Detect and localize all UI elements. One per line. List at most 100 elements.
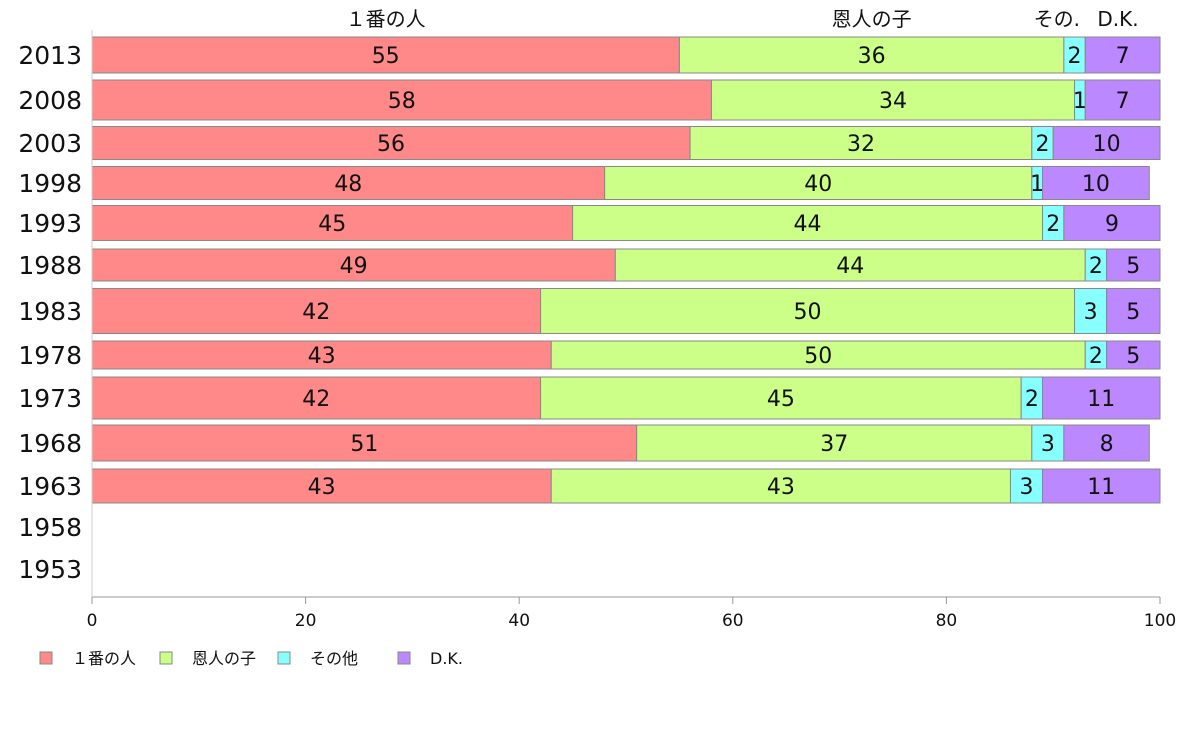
data-label-1968-series-1: 51	[350, 432, 378, 457]
bar-1973-series-1	[91, 376, 542, 420]
year-label-1993: 1993	[18, 209, 82, 238]
legend: １番の人 恩人の子 その他 D.K.	[39, 649, 463, 668]
column-header-4: D.K.	[1097, 7, 1138, 31]
column-header-3: その.	[1034, 7, 1080, 31]
legend-swatch-4	[397, 651, 411, 665]
data-label-2008-series-3: 1	[1073, 89, 1087, 114]
x-tick-label-20: 20	[295, 611, 317, 631]
year-label-1968: 1968	[18, 429, 82, 458]
x-tick-label-0: 0	[87, 611, 98, 631]
bar-2008-series-4	[1084, 79, 1161, 121]
bar-2008-series-1	[91, 79, 712, 121]
data-label-2003-series-2: 32	[847, 132, 875, 157]
x-axis: 0 20 40 60 80 100	[87, 30, 1176, 631]
year-label-1953: 1953	[18, 555, 82, 584]
bar-1988-series-4	[1106, 248, 1161, 282]
data-label-1963-series-1: 43	[308, 475, 336, 500]
year-label-1958: 1958	[18, 513, 82, 542]
x-tick-label-40: 40	[508, 611, 530, 631]
data-label-1993-series-3: 2	[1046, 212, 1060, 237]
year-label-1998: 1998	[18, 169, 82, 198]
bar-1983-series-4	[1106, 288, 1161, 334]
data-label-2003-series-3: 2	[1036, 132, 1050, 157]
data-label-1983-series-4: 5	[1126, 300, 1140, 325]
column-header-2: 恩人の子	[832, 7, 912, 31]
legend-label-4: D.K.	[430, 649, 463, 668]
year-labels: 2013 2008 2003 1998 1993 1988 1983 1978 1973 1968…	[18, 41, 82, 584]
bar-1963-series-4	[1042, 468, 1161, 504]
data-label-2003-series-4: 10	[1093, 132, 1121, 157]
data-label-1988-series-3: 2	[1089, 254, 1103, 279]
data-label-1998-series-2: 40	[804, 172, 832, 197]
year-label-2013: 2013	[18, 41, 82, 70]
bar-2003-series-1	[91, 126, 691, 160]
column-header-1: １番の人	[346, 7, 426, 31]
legend-swatch-2	[159, 651, 173, 665]
bar-2013-series-1	[91, 36, 680, 74]
data-label-1973-series-4: 11	[1087, 387, 1115, 412]
data-label-2008-series-4: 7	[1116, 89, 1130, 114]
data-label-2013-series-3: 2	[1068, 44, 1082, 69]
legend-swatch-1	[39, 651, 53, 665]
legend-label-1: １番の人	[72, 649, 136, 668]
year-label-1988: 1988	[18, 251, 82, 280]
data-label-1978-series-1: 43	[308, 344, 336, 369]
bar-2003-series-2	[689, 126, 1033, 160]
data-label-2013-series-2: 36	[858, 44, 886, 69]
data-label-1993-series-2: 44	[794, 212, 822, 237]
bar-1983-series-1	[91, 288, 542, 334]
data-label-2013-series-1: 55	[372, 44, 400, 69]
data-label-1988-series-1: 49	[340, 254, 368, 279]
bar-1988-series-2	[614, 248, 1086, 282]
bar-1963-series-2	[550, 468, 1011, 504]
data-label-1983-series-2: 50	[794, 300, 822, 325]
bar-1978-series-2	[550, 340, 1086, 370]
data-label-1978-series-3: 2	[1089, 344, 1103, 369]
data-label-1998-series-4: 10	[1082, 172, 1110, 197]
data-label-1963-series-3: 3	[1020, 475, 1034, 500]
x-tick-label-80: 80	[936, 611, 958, 631]
data-label-1988-series-2: 44	[836, 254, 864, 279]
data-label-1973-series-1: 42	[302, 387, 330, 412]
data-label-2003-series-1: 56	[377, 132, 405, 157]
data-label-2008-series-1: 58	[388, 89, 416, 114]
data-label-1963-series-4: 11	[1087, 475, 1115, 500]
x-tick-label-60: 60	[722, 611, 744, 631]
x-tick-label-100: 100	[1144, 611, 1176, 631]
bar-1968-series-2	[636, 424, 1033, 462]
data-label-1973-series-2: 45	[767, 387, 795, 412]
bar-2008-series-2	[710, 79, 1076, 121]
data-label-1983-series-1: 42	[302, 300, 330, 325]
data-label-2013-series-4: 7	[1116, 44, 1130, 69]
bar-1993-series-4	[1063, 205, 1161, 241]
data-label-1973-series-3: 2	[1025, 387, 1039, 412]
data-label-2008-series-2: 34	[879, 89, 907, 114]
year-label-1973: 1973	[18, 384, 82, 413]
data-label-1978-series-2: 50	[804, 344, 832, 369]
data-label-1993-series-4: 9	[1105, 212, 1119, 237]
bar-1973-series-4	[1042, 376, 1161, 420]
bar-1978-series-4	[1106, 340, 1161, 370]
data-label-1993-series-1: 45	[318, 212, 346, 237]
year-label-2008: 2008	[18, 86, 82, 115]
data-label-1968-series-4: 8	[1100, 432, 1114, 457]
bar-2013-series-2	[678, 36, 1065, 74]
bar-1998-series-1	[91, 166, 606, 200]
bar-2003-series-4	[1052, 126, 1161, 160]
bar-1968-series-4	[1063, 424, 1150, 462]
bar-2013-series-4	[1084, 36, 1161, 74]
legend-label-2: 恩人の子	[192, 649, 256, 668]
data-label-1963-series-2: 43	[767, 475, 795, 500]
legend-swatch-3	[277, 651, 291, 665]
bar-1998-series-4	[1042, 166, 1150, 200]
year-label-1978: 1978	[18, 341, 82, 370]
bar-1963-series-1	[91, 468, 552, 504]
legend-label-3: その他	[310, 649, 358, 668]
bar-1978-series-1	[91, 340, 552, 370]
year-label-1983: 1983	[18, 297, 82, 326]
column-headers: １番の人 恩人の子 その. D.K.	[346, 7, 1139, 31]
data-label-1968-series-3: 3	[1041, 432, 1055, 457]
year-label-2003: 2003	[18, 129, 82, 158]
